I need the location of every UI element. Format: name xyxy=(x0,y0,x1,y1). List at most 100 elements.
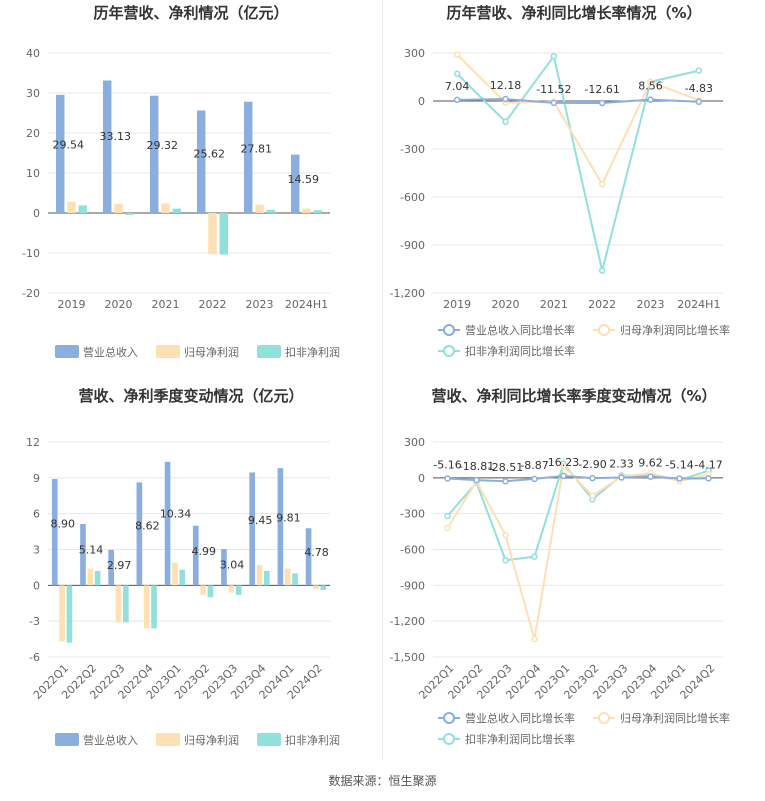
legend-label: 营业总收入 xyxy=(83,733,138,747)
y-tick-label: -300 xyxy=(400,143,425,156)
x-tick-label: 2023 xyxy=(637,298,665,311)
bar-net-profit xyxy=(114,203,123,213)
series-point xyxy=(453,51,461,58)
legend-label: 营业总收入同比增长率 xyxy=(465,711,575,725)
data-label: 9.81 xyxy=(276,511,301,524)
bar-revenue xyxy=(290,154,300,213)
data-label: 8.56 xyxy=(638,80,663,93)
bar-net-profit xyxy=(208,213,217,255)
legend-swatch-marker xyxy=(443,345,455,357)
y-tick-label: -900 xyxy=(400,239,425,252)
bar-revenue xyxy=(80,523,86,586)
data-label: 4.78 xyxy=(304,546,329,559)
data-label: 5.14 xyxy=(79,544,104,557)
bar-deducted-profit xyxy=(123,585,129,623)
bar-revenue xyxy=(196,110,206,213)
series-point xyxy=(647,473,654,480)
series-line xyxy=(456,53,700,271)
bar-revenue xyxy=(149,95,159,213)
quarterly-growth-chart: 营收、净利同比增长率季度变动情况（%） -1,500 -1,200 -900 -600 -… xyxy=(390,387,730,746)
bar-deducted-profit xyxy=(179,569,186,586)
legend-label: 归母净利润 xyxy=(184,345,239,359)
bar-revenue xyxy=(136,482,143,586)
y-tick-label: -1,200 xyxy=(390,287,425,300)
data-label: -8.87 xyxy=(520,459,548,472)
chart-title: 历年营收、净利情况（亿元） xyxy=(93,4,288,22)
data-label: -5.16 xyxy=(433,458,461,471)
y-tick-label: -600 xyxy=(400,544,425,557)
data-label: 8.90 xyxy=(51,518,76,531)
y-tick-label: 9 xyxy=(33,472,40,485)
annual-growth-chart: 历年营收、净利同比增长率情况（%） -1,200 -900 -600 -300 0 300 2… xyxy=(390,4,730,358)
bar-deducted-profit xyxy=(313,210,323,213)
y-tick-label: -1,500 xyxy=(390,651,425,664)
bar-revenue xyxy=(108,549,114,586)
legend-swatch xyxy=(257,345,281,358)
y-tick-label: 30 xyxy=(26,87,40,100)
data-label: 33.13 xyxy=(99,130,131,143)
bar-revenue xyxy=(277,468,284,586)
y-tick-label: -6 xyxy=(29,651,40,664)
series-point xyxy=(598,99,606,107)
x-tick-label: 2024H1 xyxy=(285,298,328,311)
chart-panel-quarterly-amount: 营收、净利季度变动情况（亿元） -6 -3 0 3 6 9 12 2022Q1 2022Q2 202… xyxy=(0,380,382,765)
legend-swatch-marker xyxy=(443,733,455,745)
chart-title: 营收、净利同比增长率季度变动情况（%） xyxy=(431,387,716,405)
x-tick-label: 2021 xyxy=(152,298,180,311)
legend-swatch xyxy=(55,733,79,746)
bar-deducted-profit xyxy=(78,205,88,213)
series-point xyxy=(589,474,596,482)
series-point xyxy=(453,96,461,104)
bar-net-profit xyxy=(255,204,264,213)
bar-revenue xyxy=(164,461,171,586)
quarterly-amount-chart: 营收、净利季度变动情况（亿元）-6-30369122022Q12022Q2202… xyxy=(26,387,340,747)
series-point xyxy=(502,118,509,126)
bar-revenue xyxy=(55,94,65,213)
series-line xyxy=(447,474,709,483)
x-tick-label: 2024H1 xyxy=(677,298,720,311)
legend-label: 扣非净利润 xyxy=(285,733,340,747)
legend-swatch xyxy=(55,345,79,358)
data-label: 12.18 xyxy=(490,79,522,92)
legend-label: 归母净利润同比增长率 xyxy=(620,711,730,725)
data-source-footer: 数据来源：恒生聚源 xyxy=(328,774,437,788)
y-tick-label: 0 xyxy=(418,472,425,485)
series-point xyxy=(531,553,538,560)
y-tick-label: 0 xyxy=(33,579,40,592)
series-point xyxy=(444,475,451,482)
bar-deducted-profit xyxy=(292,573,298,586)
y-tick-label: 6 xyxy=(33,508,40,521)
series-point xyxy=(676,475,683,482)
bar-deducted-profit xyxy=(264,571,270,586)
legend-label: 营业总收入同比增长率 xyxy=(465,323,575,337)
bar-net-profit xyxy=(115,585,122,623)
chart-title: 历年营收、净利同比增长率情况（%） xyxy=(446,4,701,22)
y-tick-label: -900 xyxy=(400,579,425,592)
legend-swatch xyxy=(257,733,281,746)
chart-title: 营收、净利季度变动情况（亿元） xyxy=(78,387,303,405)
bar-revenue xyxy=(243,101,253,213)
bar-net-profit xyxy=(302,208,311,213)
series-line xyxy=(446,463,709,640)
bar-deducted-profit xyxy=(125,213,135,215)
series-point xyxy=(560,472,567,480)
series-line xyxy=(457,98,699,105)
y-tick-label: 300 xyxy=(404,47,425,60)
series-point xyxy=(695,98,703,106)
bar-revenue xyxy=(249,472,255,586)
chart-panel-annual-growth: 历年营收、净利同比增长率情况（%） -1,200 -900 -600 -300 0 300 2… xyxy=(383,0,765,380)
series-line xyxy=(456,53,700,187)
bar-deducted-profit xyxy=(235,585,242,595)
bar-net-profit xyxy=(143,585,150,629)
series-point xyxy=(444,512,451,520)
bar-deducted-profit xyxy=(151,585,157,629)
legend-label: 营业总收入 xyxy=(83,345,138,359)
bar-deducted-profit xyxy=(172,208,182,213)
y-tick-label: 0 xyxy=(418,95,425,108)
series-point xyxy=(531,635,538,643)
bar-net-profit xyxy=(228,585,235,593)
series-point xyxy=(598,267,606,274)
series-point xyxy=(453,70,461,78)
legend-swatch xyxy=(156,345,180,358)
x-tick-label: 2019 xyxy=(443,298,471,311)
